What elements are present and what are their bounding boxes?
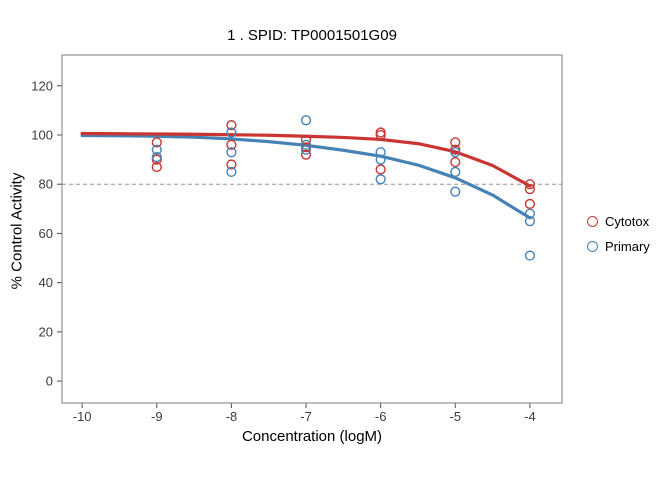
primary-point <box>226 127 237 138</box>
primary-point <box>375 147 386 158</box>
primary-point <box>450 166 461 178</box>
cytotox-point <box>450 137 461 148</box>
primary-point <box>300 115 312 126</box>
x-tick-label: -8 <box>226 409 238 424</box>
y-tick-label: 80 <box>39 177 53 192</box>
legend-item-cytotox: Cytotox <box>587 214 650 229</box>
primary-point <box>151 152 162 163</box>
legend-item-primary: Primary <box>587 239 650 254</box>
primary-point <box>450 186 461 197</box>
cytotox-point <box>151 137 162 148</box>
x-tick-label: -7 <box>300 409 312 424</box>
y-tick-label: 60 <box>39 226 53 241</box>
cytotox-point <box>300 134 312 146</box>
y-tick-label: 0 <box>46 374 53 389</box>
cytotox-point <box>151 161 162 173</box>
cytotox-point <box>226 159 237 170</box>
primary-point <box>300 139 312 150</box>
primary-point <box>450 147 461 158</box>
y-tick-label: 100 <box>31 127 53 142</box>
cytotox-point <box>226 139 237 150</box>
x-axis-label: Concentration (logM) <box>241 428 383 445</box>
x-tick-label: -5 <box>450 409 462 424</box>
y-tick-label: 120 <box>31 78 53 93</box>
primary-point <box>226 147 237 158</box>
y-axis-label: % Control Activity <box>8 172 26 290</box>
legend: Cytotox Primary <box>587 214 650 254</box>
cytotox-point <box>226 120 237 131</box>
primary-point <box>375 174 386 185</box>
y-tick-label: 20 <box>39 324 53 339</box>
x-tick-label: -6 <box>375 409 387 424</box>
x-tick-label: -4 <box>524 409 536 424</box>
cytotox-point <box>524 198 536 209</box>
cytotox-point <box>300 149 312 160</box>
panel-border <box>61 54 563 404</box>
primary-point <box>524 216 536 227</box>
x-tick-label: -10 <box>73 409 92 424</box>
primary-point <box>375 154 386 165</box>
x-tick-label: -9 <box>151 409 163 424</box>
cytotox-point <box>524 179 536 190</box>
legend-label-cytotox: Cytotox <box>605 214 650 229</box>
cytotox-curve <box>80 131 532 188</box>
y-tick-label: 40 <box>39 275 53 290</box>
cytotox-point <box>375 129 386 141</box>
cytotox-point <box>524 184 536 195</box>
legend-label-primary: Primary <box>605 239 650 254</box>
primary-point <box>151 144 162 155</box>
primary-point <box>524 250 536 261</box>
cytotox-point <box>375 164 386 175</box>
cytotox-point-icon <box>587 216 598 227</box>
primary-point <box>524 208 536 219</box>
primary-point <box>226 166 237 178</box>
cytotox-point <box>450 156 461 168</box>
chart-title: 1 . SPID: TP0001501G09 <box>227 27 397 44</box>
primary-curve <box>80 133 532 220</box>
primary-point-icon <box>587 241 598 252</box>
primary-point <box>300 144 312 155</box>
